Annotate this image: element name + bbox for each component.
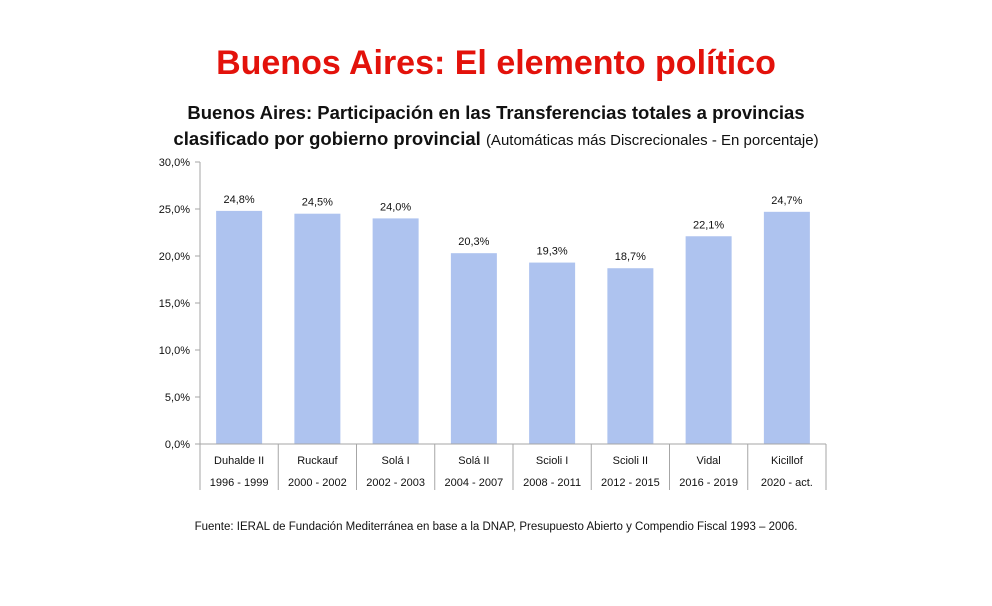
chart-title-note: (Automáticas más Discrecionales - En por… bbox=[485, 132, 819, 149]
x-tick-label: Scioli I bbox=[536, 455, 568, 467]
bar bbox=[294, 213, 341, 444]
x-period-label: 2004 - 2007 bbox=[445, 477, 504, 489]
data-label: 20,3% bbox=[458, 236, 489, 248]
source-note: Fuente: IERAL de Fundación Mediterránea … bbox=[194, 521, 798, 533]
data-label: 18,7% bbox=[615, 251, 646, 263]
x-period-label: 2020 - act. bbox=[761, 477, 813, 489]
x-tick-label: Duhalde II bbox=[214, 455, 264, 467]
x-tick-label: Ruckauf bbox=[297, 455, 338, 467]
y-tick-label: 30,0% bbox=[159, 157, 190, 169]
x-period-label: 2002 - 2003 bbox=[366, 477, 425, 489]
y-tick-label: 20,0% bbox=[159, 251, 190, 263]
data-label: 24,0% bbox=[380, 201, 411, 213]
y-tick-label: 15,0% bbox=[159, 298, 190, 310]
x-tick-label: Solá II bbox=[458, 455, 489, 467]
x-period-label: 2016 - 2019 bbox=[679, 477, 738, 489]
x-tick-label: Scioli II bbox=[613, 455, 648, 467]
bar bbox=[529, 262, 576, 444]
y-tick-label: 0,0% bbox=[165, 439, 190, 451]
data-label: 19,3% bbox=[537, 246, 568, 258]
y-tick-label: 5,0% bbox=[165, 392, 190, 404]
bar bbox=[216, 210, 263, 444]
x-tick-label: Solá I bbox=[382, 455, 410, 467]
chart-title-main: Buenos Aires: Participación en las Trans… bbox=[173, 102, 805, 149]
data-label: 22,1% bbox=[693, 219, 724, 231]
bar bbox=[763, 211, 810, 444]
bar bbox=[450, 253, 497, 444]
y-tick-label: 10,0% bbox=[159, 345, 190, 357]
data-label: 24,5% bbox=[302, 197, 333, 209]
bar bbox=[607, 268, 654, 444]
bar bbox=[372, 218, 419, 444]
x-period-label: 1996 - 1999 bbox=[210, 477, 269, 489]
x-period-label: 2012 - 2015 bbox=[601, 477, 660, 489]
x-period-label: 2008 - 2011 bbox=[523, 477, 581, 489]
page-title: Buenos Aires: El elemento político bbox=[216, 44, 776, 82]
data-label: 24,8% bbox=[224, 194, 255, 206]
x-tick-label: Kicillof bbox=[771, 455, 804, 467]
y-tick-label: 25,0% bbox=[159, 204, 190, 216]
x-tick-label: Vidal bbox=[696, 455, 720, 467]
x-period-label: 2000 - 2002 bbox=[288, 477, 347, 489]
data-label: 24,7% bbox=[771, 195, 802, 207]
chart-title: Buenos Aires: Participación en las Trans… bbox=[140, 100, 852, 154]
bar bbox=[685, 236, 732, 444]
